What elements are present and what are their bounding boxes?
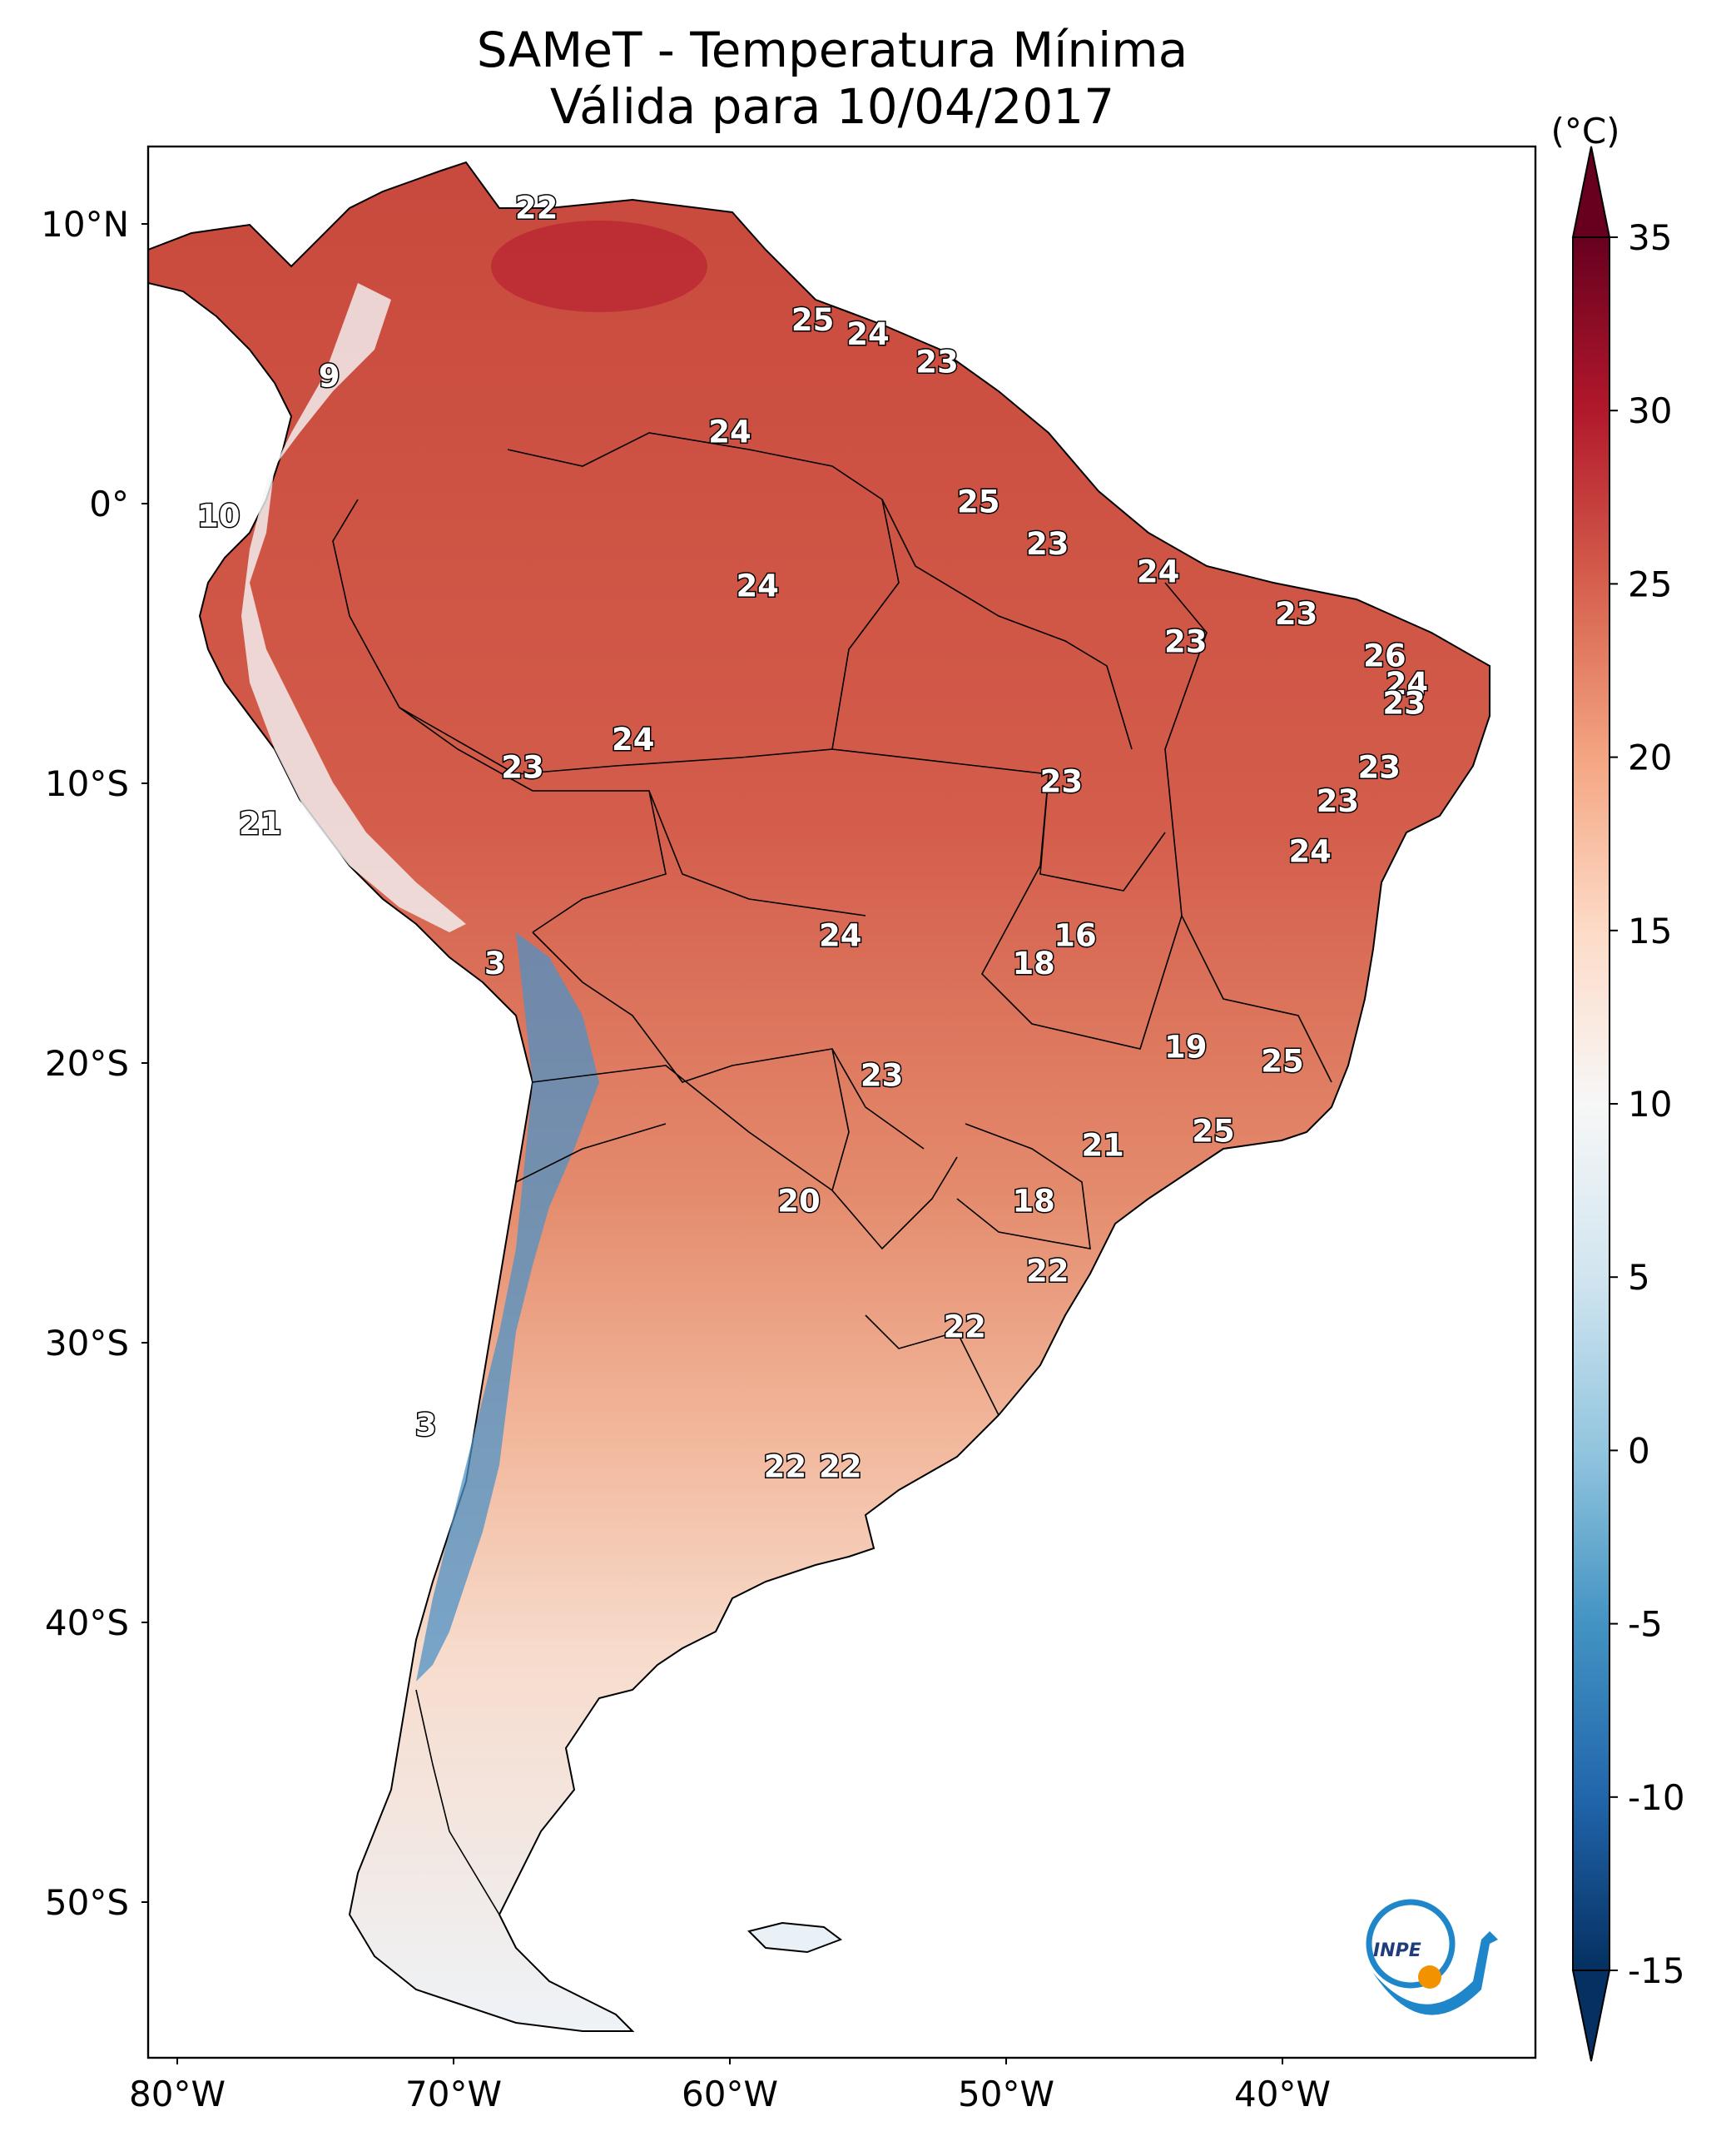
temperature-label: 24 bbox=[1288, 834, 1332, 870]
temperature-label: 3 bbox=[415, 1407, 437, 1443]
temperature-label: 22 bbox=[764, 1449, 807, 1485]
temperature-label: 23 bbox=[1026, 526, 1069, 562]
temperature-label: 22 bbox=[819, 1449, 862, 1485]
colorbar-tick-label: 5 bbox=[1628, 1257, 1650, 1298]
colorbar-top-triangle bbox=[1571, 146, 1611, 238]
colorbar: (°C) 35 30 25 20 15 10 5 0 -5 -10 -15 bbox=[1550, 111, 1685, 2062]
colorbar-tick-label: -5 bbox=[1628, 1604, 1663, 1645]
temperature-label: 21 bbox=[239, 806, 282, 842]
lon-tick-label: 60°W bbox=[682, 2074, 778, 2114]
temperature-label: 19 bbox=[1164, 1030, 1208, 1066]
colorbar-unit: (°C) bbox=[1550, 111, 1619, 152]
lat-tick-label: 40°S bbox=[45, 1602, 129, 1643]
lat-tick-label: 0° bbox=[89, 484, 129, 524]
lon-tick-label: 70°W bbox=[405, 2074, 502, 2114]
temperature-label: 3 bbox=[484, 946, 506, 981]
inpe-logo-ring bbox=[1366, 1899, 1456, 1989]
hot-spot-llanos bbox=[491, 221, 707, 312]
temperature-label: 25 bbox=[1261, 1044, 1304, 1080]
colorbar-bottom-triangle bbox=[1571, 1970, 1611, 2062]
colorbar-tick-label: 35 bbox=[1628, 217, 1672, 258]
lat-tick-label: 20°S bbox=[45, 1043, 129, 1084]
temperature-label: 16 bbox=[1054, 917, 1097, 953]
inpe-logo-swoosh bbox=[1373, 1931, 1498, 2015]
map-title-line1: SAMeT - Temperatura Mínima bbox=[477, 22, 1188, 78]
temperature-label: 10 bbox=[197, 498, 241, 534]
lat-tick-label: 50°S bbox=[45, 1882, 129, 1923]
temperature-label: 24 bbox=[1386, 666, 1429, 702]
temperature-label: 24 bbox=[846, 316, 890, 352]
temperature-label: 22 bbox=[1026, 1254, 1069, 1289]
andes-north-cool-region bbox=[241, 283, 466, 932]
lat-tick-label: 10°S bbox=[45, 763, 129, 804]
lat-tick-label: 10°N bbox=[41, 204, 129, 245]
lon-tick-label: 80°W bbox=[129, 2074, 226, 2114]
falkland-islands bbox=[747, 1921, 843, 1954]
colorbar-ticks: 35 30 25 20 15 10 5 0 -5 -10 -15 bbox=[1610, 217, 1685, 1991]
inpe-logo: INPE bbox=[1366, 1899, 1498, 2015]
inpe-logo-wordmark: INPE bbox=[1373, 1940, 1421, 1961]
temperature-label: 23 bbox=[1357, 750, 1401, 786]
colorbar-tick-label: -15 bbox=[1628, 1950, 1685, 1991]
lon-tick-label: 50°W bbox=[958, 2074, 1054, 2114]
colorbar-body bbox=[1572, 236, 1610, 1971]
temperature-label: 25 bbox=[957, 484, 1000, 520]
country-borders bbox=[332, 432, 1332, 1915]
colorbar-tick-label: 25 bbox=[1628, 564, 1672, 604]
temperature-label: 22 bbox=[943, 1309, 986, 1345]
temperature-label: 18 bbox=[1012, 946, 1055, 981]
andes-cold-region bbox=[416, 932, 599, 1682]
lat-tick-label: 30°S bbox=[45, 1323, 129, 1364]
temperature-label: 23 bbox=[1164, 624, 1208, 660]
temperature-label: 24 bbox=[612, 722, 655, 758]
map-area bbox=[148, 161, 1490, 2032]
temperature-label: 24 bbox=[1137, 554, 1180, 590]
temperature-label: 23 bbox=[1040, 764, 1084, 800]
lon-tick-label: 40°W bbox=[1234, 2074, 1331, 2114]
temperature-label: 23 bbox=[915, 345, 959, 380]
colorbar-tick-label: 30 bbox=[1628, 390, 1672, 431]
colorbar-tick-label: -10 bbox=[1628, 1777, 1685, 1818]
colorbar-tick-label: 15 bbox=[1628, 911, 1672, 951]
south-america-landmass bbox=[148, 161, 1490, 2032]
longitude-axis: 80°W 70°W 60°W 50°W 40°W bbox=[129, 2058, 1331, 2114]
map-title-line2: Válida para 10/04/2017 bbox=[550, 78, 1114, 135]
temperature-label: 23 bbox=[1382, 685, 1426, 721]
temperature-label: 21 bbox=[1081, 1127, 1124, 1163]
temperature-label: 20 bbox=[777, 1184, 821, 1220]
temperature-label: 23 bbox=[861, 1057, 904, 1093]
temperature-label: 25 bbox=[1192, 1114, 1235, 1150]
temperature-label: 24 bbox=[708, 415, 751, 450]
temperature-label: 24 bbox=[736, 568, 779, 604]
temperature-label: 23 bbox=[1317, 783, 1360, 819]
latitude-axis: 10°N 0° 10°S 20°S 30°S 40°S 50°S bbox=[41, 204, 148, 1923]
temperature-label: 22 bbox=[515, 191, 558, 226]
temperature-label: 18 bbox=[1012, 1184, 1055, 1220]
temperature-label: 9 bbox=[319, 358, 340, 394]
temperature-label: 24 bbox=[819, 917, 862, 953]
inpe-logo-dot bbox=[1418, 1965, 1441, 1989]
colorbar-tick-label: 10 bbox=[1628, 1084, 1672, 1125]
map-frame bbox=[146, 145, 1537, 2059]
temperature-label: 23 bbox=[1275, 596, 1318, 632]
temperature-label: 26 bbox=[1363, 638, 1406, 673]
colorbar-tick-label: 0 bbox=[1628, 1430, 1650, 1471]
temperature-label: 23 bbox=[501, 750, 544, 786]
temperature-label: 25 bbox=[791, 302, 835, 338]
colorbar-tick-label: 20 bbox=[1628, 738, 1672, 778]
